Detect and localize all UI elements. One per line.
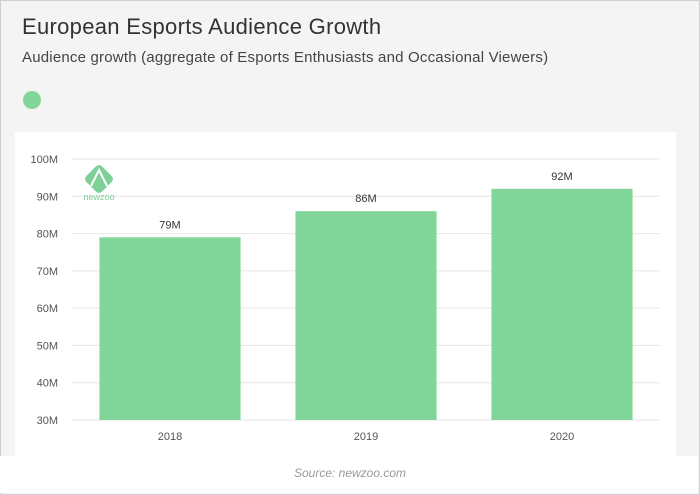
x-tick-label-2020: 2020 bbox=[550, 431, 574, 443]
y-tick-label: 80M bbox=[37, 229, 58, 241]
x-tick-label-2018: 2018 bbox=[158, 431, 182, 443]
data-label-2020: 92M bbox=[551, 171, 572, 183]
newzoo-logo: newzoo bbox=[83, 165, 115, 202]
footer bbox=[0, 456, 698, 493]
bar-2019 bbox=[295, 211, 437, 420]
logo-mark-stroke bbox=[90, 167, 108, 187]
y-tick-label: 100M bbox=[30, 154, 58, 166]
bar-2020 bbox=[491, 188, 633, 420]
chart-subtitle: Audience growth (aggregate of Esports En… bbox=[22, 49, 549, 66]
y-tick-label: 90M bbox=[37, 191, 58, 203]
y-tick-label: 60M bbox=[37, 303, 58, 315]
logo-text: newzoo bbox=[83, 192, 114, 202]
x-tick-label-2019: 2019 bbox=[354, 431, 378, 443]
y-tick-label: 40M bbox=[37, 378, 58, 390]
chart-title: European Esports Audience Growth bbox=[22, 14, 382, 39]
data-label-2019: 86M bbox=[355, 193, 376, 205]
bar-2018 bbox=[99, 237, 241, 420]
source-note: Source: newzoo.com bbox=[293, 466, 407, 480]
legend-marker bbox=[23, 91, 41, 109]
y-tick-label: 70M bbox=[37, 266, 58, 278]
y-tick-label: 50M bbox=[37, 340, 58, 352]
y-tick-label: 30M bbox=[37, 415, 58, 427]
data-label-2018: 79M bbox=[159, 219, 180, 231]
